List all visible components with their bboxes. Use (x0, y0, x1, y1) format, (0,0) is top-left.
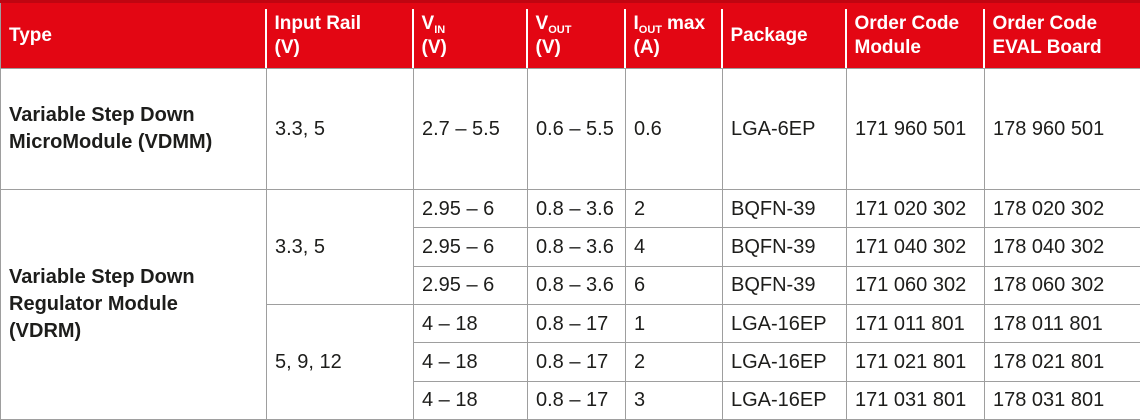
cell-input-rail: 3.3, 5 (266, 189, 414, 305)
cell-type-vdrm: Variable Step Down Regulator Module (VDR… (0, 189, 267, 420)
cell-vin: 4 – 18 (413, 380, 528, 420)
cell-order-module: 171 040 302 (846, 227, 985, 267)
cell-iout-max: 2 (625, 342, 723, 382)
table-body: Variable Step Down MicroModule (VDMM) 3.… (0, 68, 1140, 420)
table-row: Variable Step Down MicroModule (VDMM) 3.… (0, 68, 1140, 190)
header-package-label: Package (730, 24, 808, 46)
cell-iout-max: 3 (625, 380, 723, 420)
header-order-code-eval: Order Code EVAL Board (984, 0, 1140, 69)
column-divider (411, 9, 414, 68)
cell-iout-max: 2 (625, 188, 723, 229)
header-package: Package (722, 0, 847, 69)
table-row: 4 – 18 0.8 – 17 2 LGA-16EP 171 021 801 1… (1, 342, 1140, 382)
cell-type-vdmm: Variable Step Down MicroModule (VDMM) (0, 68, 267, 190)
iout-max-label: max (667, 12, 706, 34)
cell-order-eval: 178 021 801 (984, 342, 1140, 382)
vin-base: V (421, 12, 435, 34)
header-order-code-eval-label: Order Code EVAL Board (992, 12, 1102, 58)
header-type-label: Type (9, 24, 52, 46)
header-vout: VOUT (V) (527, 0, 626, 69)
header-iout-symbol: IOUT max (634, 12, 719, 36)
header-type: Type (0, 0, 267, 69)
cell-order-module: 171 031 801 (846, 380, 985, 420)
table-row: 2.95 – 6 0.8 – 3.6 4 BQFN-39 171 040 302… (1, 227, 1140, 267)
cell-package: BQFN-39 (722, 265, 847, 305)
vin-subscript: IN (434, 23, 446, 36)
table-row: 4 – 18 0.8 – 17 3 LGA-16EP 171 031 801 1… (1, 380, 1140, 420)
cell-vout: 0.8 – 17 (527, 303, 626, 344)
cell-order-eval: 178 040 302 (984, 227, 1140, 267)
header-vin: VIN (V) (413, 0, 528, 69)
column-divider (264, 9, 267, 68)
cell-vin: 2.95 – 6 (413, 265, 528, 305)
header-input-rail-label: Input Rail (V) (274, 12, 362, 58)
cell-order-module: 171 021 801 (846, 342, 985, 382)
cell-package: BQFN-39 (722, 227, 847, 267)
vout-subscript: OUT (548, 23, 572, 36)
cell-input-rail: 3.3, 5 (266, 68, 414, 190)
column-divider (623, 9, 626, 68)
header-vout-unit: (V) (535, 36, 561, 58)
cell-package: LGA-16EP (722, 380, 847, 420)
cell-order-module: 171 960 501 (846, 68, 985, 190)
cell-input-rail: 5, 9, 12 (266, 303, 414, 420)
cell-vin: 2.95 – 6 (413, 227, 528, 267)
header-row: Type Input Rail (V) VIN (V) VOUT (V) IOU… (0, 0, 1140, 69)
column-divider (844, 9, 847, 68)
column-divider (720, 9, 723, 68)
column-divider (982, 9, 985, 68)
cell-order-module: 171 020 302 (846, 188, 985, 229)
cell-iout-max: 4 (625, 227, 723, 267)
iout-subscript: OUT (638, 23, 663, 36)
cell-order-module: 171 060 302 (846, 265, 985, 305)
header-order-code-module-label: Order Code Module (854, 12, 960, 58)
header-vin-symbol: VIN (422, 12, 524, 36)
column-divider (525, 9, 528, 68)
header-vin-unit: (V) (421, 36, 447, 58)
cell-package: LGA-16EP (722, 342, 847, 382)
cell-vin: 2.7 – 5.5 (413, 68, 528, 190)
cell-order-eval: 178 011 801 (984, 303, 1140, 344)
cell-vout: 0.6 – 5.5 (527, 68, 626, 190)
cell-order-eval: 178 031 801 (984, 380, 1140, 420)
cell-package: LGA-16EP (722, 303, 847, 344)
cell-vout: 0.8 – 3.6 (527, 188, 626, 229)
cell-vout: 0.8 – 17 (527, 380, 626, 420)
header-order-code-module: Order Code Module (846, 0, 985, 69)
cell-package: LGA-6EP (722, 68, 847, 190)
cell-vin: 4 – 18 (413, 342, 528, 382)
iout-base: I (633, 12, 639, 34)
cell-order-module: 171 011 801 (846, 303, 985, 344)
header-input-rail: Input Rail (V) (266, 0, 414, 69)
cell-package: BQFN-39 (722, 188, 847, 229)
cell-vin: 4 – 18 (413, 303, 528, 344)
header-iout-max: IOUT max (A) (625, 0, 723, 69)
cell-vout: 0.8 – 3.6 (527, 227, 626, 267)
cell-order-eval: 178 960 501 (984, 68, 1140, 190)
cell-vout: 0.8 – 17 (527, 342, 626, 382)
vout-base: V (535, 12, 549, 34)
cell-vout: 0.8 – 3.6 (527, 265, 626, 305)
header-vout-symbol: VOUT (536, 12, 622, 36)
cell-iout-max: 6 (625, 265, 723, 305)
cell-order-eval: 178 020 302 (984, 188, 1140, 229)
table-header: Type Input Rail (V) VIN (V) VOUT (V) IOU… (0, 0, 1140, 69)
table-row: 5, 9, 12 4 – 18 0.8 – 17 1 LGA-16EP 171 … (1, 303, 1140, 420)
table-row: Variable Step Down Regulator Module (VDR… (0, 188, 1140, 420)
cell-iout-max: 0.6 (625, 68, 723, 190)
cell-order-eval: 178 060 302 (984, 265, 1140, 305)
table-row: 2.95 – 6 0.8 – 3.6 6 BQFN-39 171 060 302… (1, 265, 1140, 305)
header-iout-unit: (A) (633, 36, 660, 58)
cell-vin: 2.95 – 6 (413, 188, 528, 229)
cell-iout-max: 1 (625, 303, 723, 344)
